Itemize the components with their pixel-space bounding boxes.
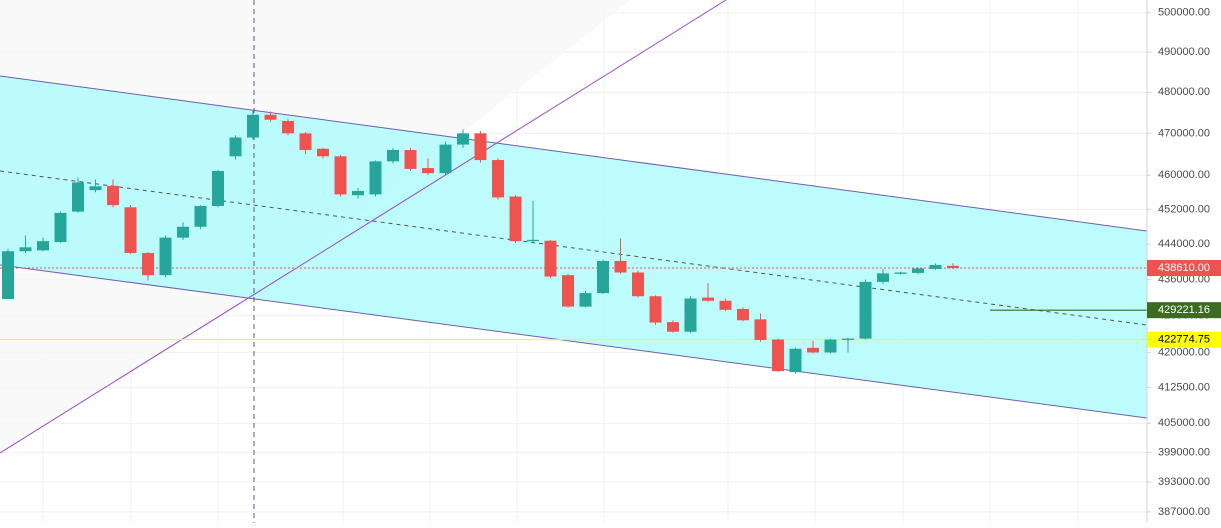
price-tag-label: 429221.16 (1158, 304, 1210, 316)
price-tag-label: 422774.75 (1158, 334, 1210, 346)
candle-body (352, 190, 364, 196)
candle-body (334, 156, 347, 195)
candle-body (212, 171, 224, 206)
candle-body (842, 338, 854, 340)
y-tick-label: 452000.00 (1158, 203, 1210, 215)
price-axis: 500000.00 490000.00 480000.00 470000.00 4600… (1146, 0, 1221, 523)
price-tag (1147, 331, 1221, 348)
candle-body (229, 137, 242, 157)
candle-body (737, 308, 749, 321)
candle-body (404, 150, 417, 169)
candle-body (684, 298, 697, 332)
candle-body (264, 114, 277, 120)
candle-body (457, 133, 469, 145)
candle-body (824, 339, 837, 353)
candle-body (509, 196, 522, 242)
candle-body (859, 281, 872, 339)
y-tick-label: 460000.00 (1158, 169, 1210, 181)
candle-body (317, 148, 329, 157)
candle-body (194, 205, 207, 227)
candle-body (929, 264, 942, 269)
channel-mid (0, 170, 1148, 326)
trend-line (0, 0, 727, 454)
candle-body (772, 339, 784, 372)
candle-body (282, 120, 294, 134)
price-tag-label: 438610.00 (1158, 262, 1210, 274)
candles (2, 110, 959, 374)
candle-body (369, 161, 382, 195)
candle-body (527, 239, 539, 242)
candle-body (947, 265, 959, 269)
y-tick-label: 470000.00 (1158, 127, 1210, 139)
candle-body (2, 251, 14, 299)
y-tick-label: 405000.00 (1158, 417, 1210, 429)
y-tick-label: 480000.00 (1158, 86, 1210, 98)
candle-body (439, 144, 452, 174)
candle-body (894, 272, 907, 274)
candle-body (107, 185, 119, 206)
y-tick-label: 436000.00 (1158, 274, 1210, 286)
candle-body (474, 133, 487, 161)
y-tick-label: 393000.00 (1158, 476, 1210, 488)
y-tick-label: 444000.00 (1158, 238, 1210, 250)
candle-body (912, 268, 924, 273)
y-tick-label: 412500.00 (1158, 381, 1210, 393)
candle-body (702, 297, 714, 301)
price-tag (1147, 260, 1221, 277)
candle-body (754, 319, 767, 340)
candle-body (492, 160, 504, 198)
candle-body (807, 347, 819, 353)
channel-lower (0, 264, 1148, 419)
candle-body (562, 275, 574, 307)
candle-body (177, 226, 189, 238)
y-tick-label: 420000.00 (1158, 346, 1210, 358)
y-tick-label: 387000.00 (1158, 506, 1210, 518)
candle-body (544, 240, 557, 277)
candle-body (387, 150, 399, 162)
y-tick-label: 399000.00 (1158, 446, 1210, 458)
candle-body (719, 300, 732, 310)
candle-body (37, 241, 49, 251)
candle-body (614, 260, 627, 273)
candle-body (19, 247, 32, 252)
candle-body (159, 237, 172, 276)
candle-body (142, 253, 154, 276)
candle-body (579, 293, 592, 307)
candle-body (597, 260, 609, 294)
y-tick-label: 490000.00 (1158, 46, 1210, 58)
candle-body (422, 168, 434, 174)
candle-body (54, 212, 67, 243)
candle-body (124, 207, 137, 254)
candle-body (299, 133, 312, 151)
candle-body (649, 296, 662, 323)
candle-body (877, 273, 889, 282)
candle-body (632, 272, 644, 297)
candle-body (89, 186, 102, 191)
y-tick-label: 500000.00 (1158, 7, 1210, 19)
price-tag (1147, 302, 1221, 319)
channel-upper (0, 75, 1148, 232)
candle-body (667, 322, 679, 332)
candle-body (247, 114, 259, 138)
candle-body (789, 348, 802, 373)
candle-body (72, 182, 84, 212)
